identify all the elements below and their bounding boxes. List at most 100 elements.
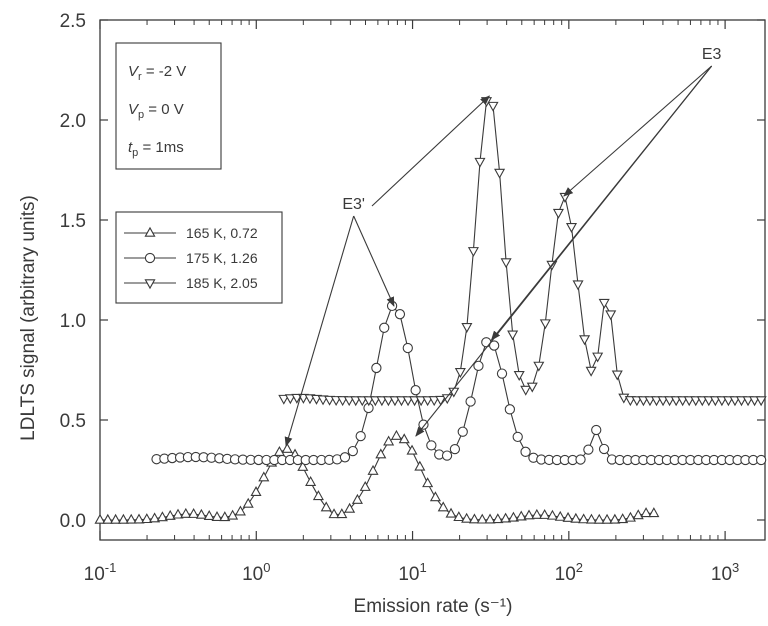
series-line	[283, 99, 762, 401]
data-point	[585, 366, 597, 377]
y-tick-label: 1.0	[60, 311, 86, 332]
legend-label: 165 K, 0.72	[186, 225, 258, 241]
data-point	[406, 444, 418, 455]
data-point	[703, 396, 715, 407]
data-point	[631, 396, 643, 407]
data-point	[330, 396, 342, 407]
data-point	[188, 507, 200, 518]
data-point	[426, 440, 437, 451]
data-point	[428, 396, 440, 407]
data-point	[359, 480, 371, 491]
data-point	[195, 508, 207, 519]
y-tick-label: 2.0	[60, 111, 86, 132]
conditions-frame	[115, 42, 222, 170]
data-point	[664, 396, 676, 407]
data-point	[598, 443, 610, 455]
data-point	[605, 310, 617, 321]
data-point	[344, 502, 356, 513]
data-point	[473, 360, 484, 372]
legend-box: 165 K, 0.72 175 K, 1.26 185 K, 2.05	[115, 211, 283, 304]
data-point	[677, 396, 689, 407]
data-point	[578, 513, 590, 524]
data-point	[453, 511, 465, 522]
data-point	[523, 509, 535, 520]
data-point	[350, 396, 362, 407]
data-point	[141, 513, 153, 524]
data-point	[305, 476, 317, 486]
data-point	[328, 508, 340, 519]
annotation-arrow	[284, 215, 355, 447]
data-point	[379, 322, 390, 333]
data-point	[670, 396, 682, 407]
annotation-label: E3'	[342, 196, 365, 213]
data-point	[755, 454, 767, 466]
data-point	[149, 512, 161, 523]
annotation-arrow	[353, 215, 395, 307]
data-point	[376, 396, 388, 407]
y-axis-title: LDLTS signal (arbitrary units)	[18, 195, 39, 441]
data-point	[133, 513, 145, 524]
plot-frame	[99, 19, 766, 541]
data-point	[454, 368, 466, 378]
data-point	[422, 396, 434, 407]
data-point	[546, 509, 558, 520]
data-point	[500, 512, 512, 523]
legend-entry: 165 K, 0.72	[124, 225, 258, 241]
data-point	[242, 497, 254, 508]
x-axis-title: Emission rate (s⁻¹)	[354, 596, 513, 617]
data-point	[219, 511, 231, 522]
x-tick-label: 101	[398, 560, 426, 585]
data-point	[383, 435, 395, 446]
data-point	[363, 396, 375, 407]
data-point	[484, 513, 496, 524]
data-point	[102, 513, 114, 524]
data-point	[441, 450, 453, 461]
annotation-arrow	[563, 65, 713, 197]
data-point	[476, 513, 488, 524]
data-point	[709, 396, 721, 407]
y-tick-label: 0.0	[60, 511, 86, 532]
data-point	[526, 382, 538, 393]
data-point	[125, 513, 137, 524]
data-point	[716, 396, 728, 407]
data-point	[180, 507, 192, 518]
data-point	[250, 486, 262, 497]
data-point	[512, 431, 523, 443]
ticks-group: 0.0 0.5 1.0 1.5 2.0 2.5 10-1 100 101 102 103	[60, 11, 765, 585]
plot-frame-group	[99, 19, 766, 541]
data-point	[461, 512, 473, 523]
data-point	[375, 448, 387, 459]
data-point	[598, 298, 610, 309]
data-point	[437, 501, 449, 512]
data-point	[583, 444, 594, 455]
data-point	[572, 280, 584, 291]
data-point	[507, 330, 519, 341]
data-point	[575, 454, 586, 465]
legend-marker	[144, 279, 156, 290]
data-point	[494, 168, 506, 179]
data-point	[640, 507, 652, 518]
data-point	[281, 442, 293, 453]
data-point	[722, 396, 734, 407]
legend-label: 175 K, 1.26	[186, 250, 258, 266]
legend-marker	[144, 226, 156, 237]
data-point	[749, 396, 761, 407]
data-point	[468, 513, 480, 524]
data-point	[632, 509, 644, 520]
data-point	[533, 361, 545, 372]
annotation-arrow	[415, 65, 713, 437]
data-point	[461, 322, 473, 333]
data-point	[278, 394, 290, 405]
data-point	[657, 396, 669, 407]
data-point	[742, 396, 754, 407]
legend-entry: 185 K, 2.05	[124, 275, 258, 291]
data-point	[539, 319, 551, 330]
condition-text: Vr = -2 V	[128, 63, 186, 83]
annotation-group: E3' E3	[284, 46, 722, 447]
data-point	[429, 491, 441, 502]
data-point	[337, 396, 349, 407]
data-point	[203, 510, 215, 520]
data-point	[650, 396, 663, 407]
data-point	[369, 396, 381, 407]
